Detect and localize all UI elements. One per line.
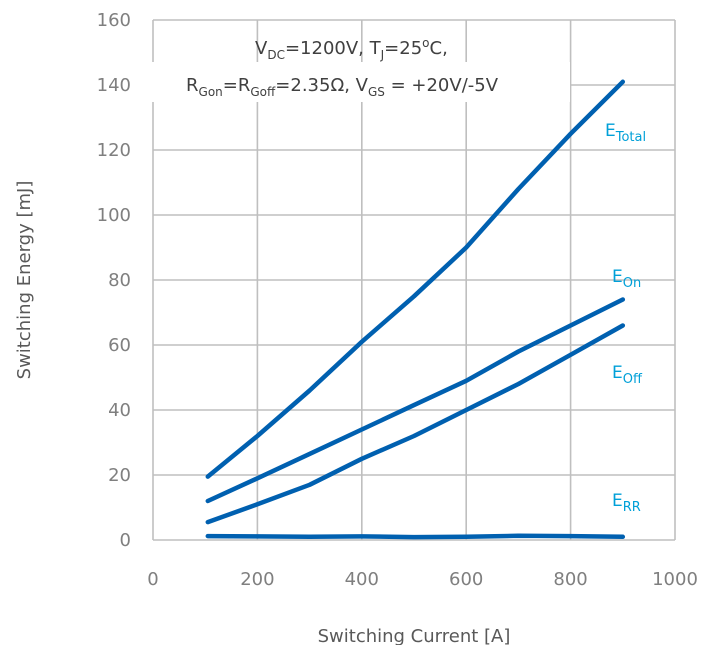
series-lines (205, 79, 626, 540)
y-tick-label: 80 (108, 270, 131, 291)
annotation-line-2: RGon=RGoff=2.35Ω, VGS = +20V/-5V (186, 75, 499, 99)
y-tick-label: 0 (120, 530, 131, 551)
annotation-background (150, 62, 570, 102)
series-label-total: ETotal (605, 121, 646, 145)
x-tick-labels: 0 200 400 600 800 1000 (147, 569, 698, 590)
series-label-rr: ERR (612, 491, 641, 515)
series-label-off: EOff (612, 363, 643, 387)
y-tick-label: 100 (97, 205, 131, 226)
series-line-off (205, 323, 626, 525)
x-tick-label: 1000 (652, 569, 698, 590)
y-tick-labels: 0 20 40 60 80 100 120 140 160 (97, 10, 131, 551)
series-line-total (205, 79, 626, 479)
x-tick-label: 800 (553, 569, 587, 590)
y-tick-label: 40 (108, 400, 131, 421)
series-line-rr (205, 533, 626, 540)
series-label-on: EOn (612, 267, 641, 291)
y-tick-label: 140 (97, 75, 131, 96)
y-tick-label: 120 (97, 140, 131, 161)
y-tick-label: 20 (108, 465, 131, 486)
x-axis-title: Switching Current [A] (318, 626, 511, 645)
series-labels: ETotal EOn EOff ERR (605, 121, 646, 515)
y-tick-label: 60 (108, 335, 131, 356)
y-tick-label: 160 (97, 10, 131, 31)
x-tick-label: 400 (345, 569, 379, 590)
annotation-line-1: VDC=1200V, TJ=25oC, (255, 36, 448, 62)
x-tick-label: 600 (449, 569, 483, 590)
series-line-on (205, 297, 626, 504)
y-axis-title: Switching Energy [mJ] (14, 181, 35, 380)
x-tick-label: 200 (240, 569, 274, 590)
x-tick-label: 0 (147, 569, 158, 590)
grid (152, 19, 676, 541)
